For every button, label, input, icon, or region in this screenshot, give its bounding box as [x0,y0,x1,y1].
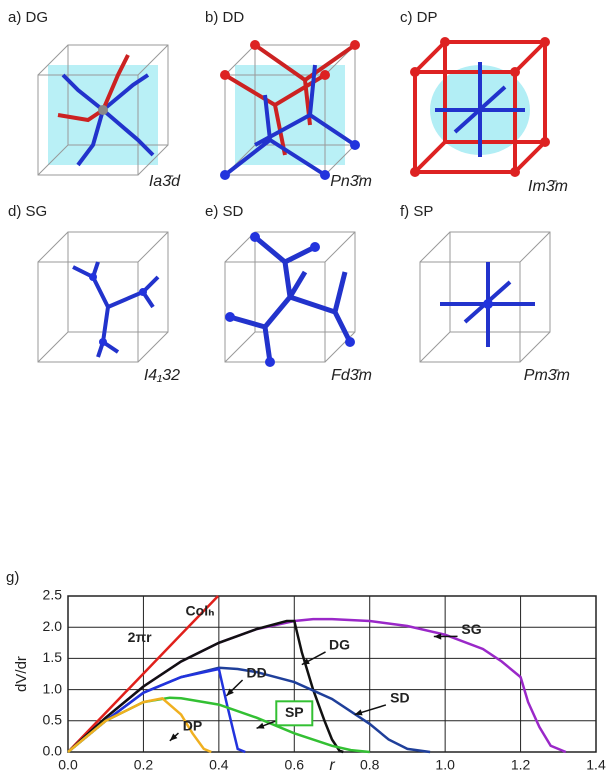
y-tick-label: 1.5 [43,649,63,665]
series-label: SG [461,621,481,637]
panel-label: e) SD [205,203,244,220]
panel-label: c) DP [400,9,438,26]
y-tick-label: 1.0 [43,680,63,696]
panel-b: b) DD Pn3̄m [205,9,372,190]
y-tick-label: 2.5 [43,587,63,603]
y-tick-label: 2.0 [43,618,63,634]
x-axis-title: r [329,757,335,770]
space-group: Im3̄m [528,178,568,195]
space-group: Pn3̄m [330,173,372,190]
panel-a: a) DG Ia3̄d [8,9,181,190]
arrow-head [257,723,265,729]
panel-d: d) SG I4₁32 [8,203,180,384]
panel-f: f) SP Pm3̄m [400,203,570,384]
panel-e: e) SD Fd3̄m [205,203,372,384]
space-group: Fd3̄m [331,367,372,384]
series-label: DP [183,718,202,734]
x-tick-label: 1.2 [511,757,531,770]
arrow-head [355,709,363,715]
panel-label: b) DD [205,9,244,26]
series-label: Colₕ [186,602,215,618]
annotation: 2πr [128,629,153,645]
series-label: DG [329,637,350,653]
figure: a) DG Ia3̄d b) DD Pn3̄m c) DP [0,0,609,770]
x-tick-label: 0.2 [134,757,154,770]
space-group: I4₁32 [144,367,180,384]
x-tick-label: 1.0 [435,757,455,770]
series-label: SD [390,690,409,706]
panel-label: d) SG [8,203,47,220]
x-tick-label: 0.6 [285,757,305,770]
y-axis-title: dV/dr [13,656,30,692]
series-label: SP [285,704,304,720]
panel-label: a) DG [8,9,48,26]
x-tick-label: 0.4 [209,757,229,770]
x-tick-label: 0.8 [360,757,380,770]
y-tick-label: 0.5 [43,712,63,728]
x-tick-label: 1.4 [586,757,606,770]
space-group: Pm3̄m [524,367,570,384]
panel-c: c) DP Im3̄m [400,9,568,195]
series-label: DD [246,665,266,681]
arrow-head [434,633,441,639]
panel-label: f) SP [400,203,433,220]
x-tick-label: 0.0 [58,757,78,770]
panel-label: g) [6,569,19,586]
space-group: Ia3̄d [149,173,181,190]
